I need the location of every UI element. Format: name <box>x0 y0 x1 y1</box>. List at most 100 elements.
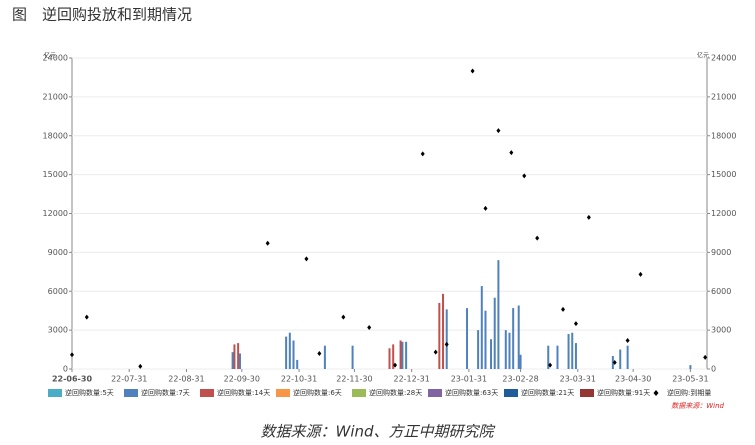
bar <box>388 348 391 369</box>
bar <box>399 340 402 369</box>
bar <box>237 343 240 369</box>
y2-tick-label: 3000 <box>711 326 731 335</box>
bar <box>285 336 288 369</box>
y-tick-label: 3000 <box>48 326 68 335</box>
legend-swatch <box>352 389 366 397</box>
point <box>509 150 514 156</box>
y-tick-label: 24000 <box>43 54 68 63</box>
legend-swatch <box>276 389 290 397</box>
bar <box>292 340 295 369</box>
y-tick-label: 15000 <box>43 170 68 179</box>
x-tick-label: 22-10-31 <box>281 375 317 384</box>
bar <box>567 334 570 369</box>
point <box>84 314 89 320</box>
point <box>444 341 449 347</box>
bar <box>233 344 236 369</box>
legend-swatch <box>580 389 594 397</box>
bar <box>401 341 404 369</box>
legend-label: 逆回购数量:91天 <box>597 388 650 397</box>
legend-marker <box>653 390 659 396</box>
point <box>703 354 708 360</box>
point <box>548 362 553 368</box>
bar <box>689 365 692 369</box>
point <box>483 205 488 211</box>
bar <box>504 330 507 369</box>
y2-tick-label: 12000 <box>711 209 736 218</box>
legend-swatch <box>504 389 518 397</box>
bar <box>466 308 469 369</box>
y-tick-label: 18000 <box>43 131 68 140</box>
x-tick-label: 22-11-30 <box>336 375 372 384</box>
y-tick-label: 9000 <box>48 248 68 257</box>
point <box>586 214 591 220</box>
y-unit: 亿元 <box>44 52 56 60</box>
bar <box>231 352 234 369</box>
legend-label: 逆回购数量:63天 <box>445 388 498 397</box>
legend-swatch <box>428 389 442 397</box>
x-tick-label: 23-04-30 <box>615 375 651 384</box>
point <box>317 350 322 356</box>
bar <box>556 345 559 369</box>
bar <box>493 297 496 369</box>
x-tick-label: 22-09-30 <box>224 375 260 384</box>
bar <box>405 341 408 369</box>
y-tick-label: 21000 <box>43 92 68 101</box>
y2-tick-label: 18000 <box>711 131 736 140</box>
point <box>522 173 527 179</box>
y2-tick-label: 15000 <box>711 170 736 179</box>
bar <box>626 345 629 369</box>
bar <box>512 308 515 369</box>
point <box>393 362 398 368</box>
bar <box>508 332 511 369</box>
bar <box>574 343 577 369</box>
legend-label: 逆回购数量:6天 <box>293 388 342 397</box>
bar <box>484 310 487 369</box>
y2-tick-label: 24000 <box>711 54 736 63</box>
x-tick-label: 22-08-31 <box>168 375 204 384</box>
point <box>367 325 372 331</box>
x-tick-label: 23-01-31 <box>451 375 487 384</box>
bar <box>571 332 574 369</box>
bar <box>619 349 622 369</box>
bar <box>547 345 550 369</box>
bar <box>296 359 299 369</box>
y2-tick-label: 9000 <box>711 248 731 257</box>
x-tick-label: 22-06-30 <box>52 375 92 384</box>
y-tick-label: 12000 <box>43 209 68 218</box>
bar <box>490 339 493 369</box>
point <box>535 235 540 241</box>
x-tick-label: 22-07-31 <box>111 375 147 384</box>
point <box>612 360 617 366</box>
y-tick-label: 6000 <box>48 287 68 296</box>
chart-title: 图 逆回购投放和到期情况 <box>12 6 192 24</box>
bar <box>288 332 291 369</box>
bar <box>477 330 480 369</box>
y2-tick-label: 6000 <box>711 287 731 296</box>
point <box>433 349 438 355</box>
footer: 数据来源：Wind、方正中期研究院 <box>260 423 495 441</box>
legend-label: 逆回购数量:5天 <box>65 388 114 397</box>
bar <box>445 309 448 369</box>
bar <box>517 305 520 369</box>
bar <box>480 286 483 369</box>
bar <box>442 293 445 369</box>
legend-swatch <box>124 389 138 397</box>
x-tick-label: 23-02-28 <box>502 375 538 384</box>
legend-label: 逆回购数量:21天 <box>521 388 574 397</box>
point <box>496 128 501 134</box>
point <box>70 352 74 358</box>
x-tick-label: 22-12-31 <box>393 375 429 384</box>
x-tick-label: 23-05-31 <box>672 375 708 384</box>
legend-swatch <box>200 389 214 397</box>
point <box>573 321 578 327</box>
y2-unit: 亿元 <box>697 52 709 60</box>
x-tick-label: 23-03-31 <box>560 375 596 384</box>
point <box>138 363 143 369</box>
point <box>638 271 643 277</box>
bar <box>351 345 354 369</box>
y2-tick-label: 21000 <box>711 92 736 101</box>
bar <box>497 260 500 369</box>
point <box>265 240 270 246</box>
bar <box>392 344 395 369</box>
